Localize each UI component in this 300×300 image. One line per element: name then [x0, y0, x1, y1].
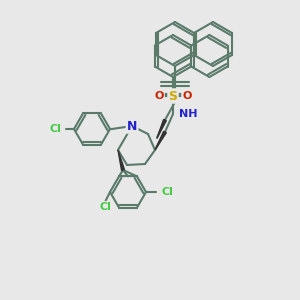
Text: S: S [169, 89, 178, 103]
Text: Cl: Cl [99, 202, 111, 212]
Text: Cl: Cl [161, 187, 173, 197]
Text: O: O [182, 91, 192, 101]
Polygon shape [155, 131, 166, 150]
Text: N: N [127, 119, 137, 133]
Polygon shape [118, 150, 124, 170]
Text: Cl: Cl [49, 124, 61, 134]
Text: NH: NH [179, 109, 197, 119]
Polygon shape [157, 119, 166, 138]
Text: O: O [154, 91, 164, 101]
